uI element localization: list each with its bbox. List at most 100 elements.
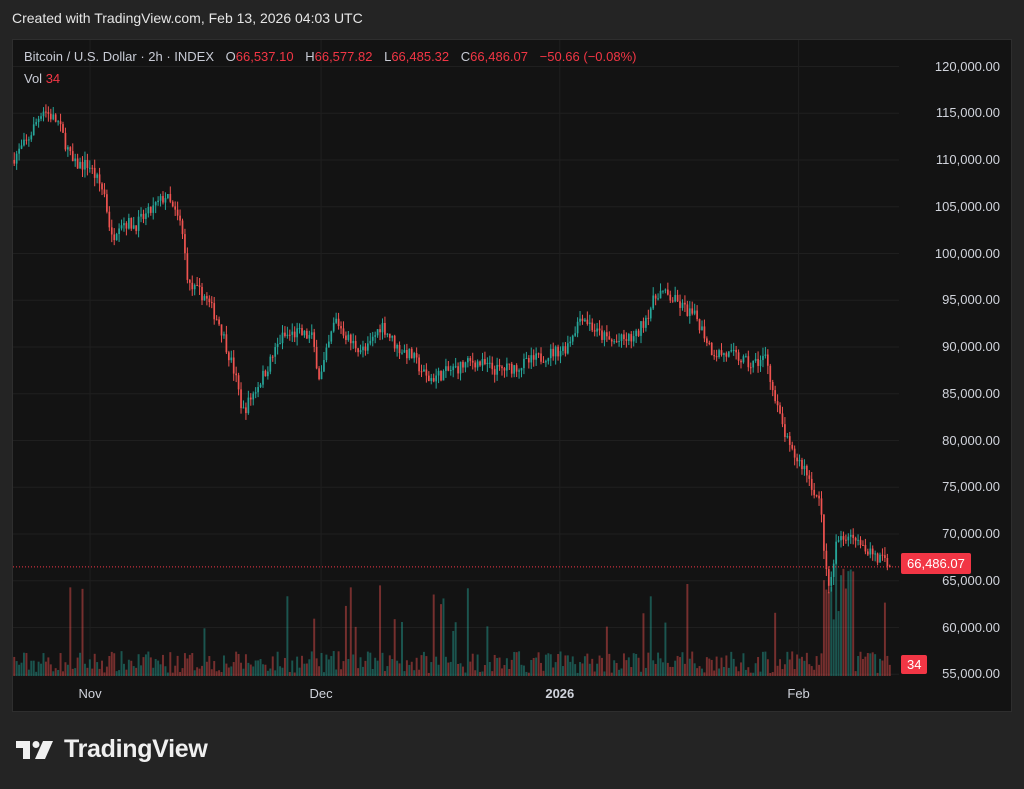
volume-bar: [505, 658, 508, 676]
candle-body: [501, 366, 503, 369]
volume-bar: [391, 659, 394, 676]
volume-bar: [369, 652, 372, 676]
volume-bar: [781, 669, 784, 676]
symbol-label[interactable]: Bitcoin / U.S. Dollar · 2h · INDEX: [24, 49, 214, 64]
volume-bar: [127, 659, 130, 676]
candle-body: [730, 350, 733, 352]
volume-bar: [552, 667, 555, 676]
volume-bar: [783, 664, 786, 676]
volume-bar: [883, 602, 886, 676]
candle-body: [627, 334, 630, 341]
volume-label[interactable]: Vol: [24, 71, 43, 86]
volume-bar: [225, 663, 228, 676]
candle-body: [15, 153, 18, 164]
candlestick-chart[interactable]: [13, 40, 1011, 711]
chart-panel[interactable]: Bitcoin / U.S. Dollar · 2h · INDEX O66,5…: [12, 39, 1012, 712]
volume-bar: [532, 657, 535, 676]
volume-bar: [486, 626, 489, 676]
volume-bar: [237, 653, 240, 676]
candle-body: [545, 361, 547, 363]
candle-body: [406, 349, 408, 359]
volume-bar: [257, 660, 260, 676]
volume-bar: [235, 651, 238, 676]
volume-bar: [98, 668, 101, 676]
volume-bar: [183, 653, 186, 676]
candle-body: [652, 295, 655, 309]
volume-bar: [396, 660, 399, 676]
volume-bar: [708, 658, 711, 676]
candle-body: [142, 213, 145, 219]
volume-bar: [605, 626, 608, 676]
candle-body: [230, 357, 233, 361]
volume-bar: [135, 667, 138, 676]
volume-bar: [40, 663, 43, 676]
volume-bar: [779, 659, 782, 676]
candle-body: [208, 298, 211, 303]
volume-bar: [386, 666, 389, 676]
volume-bar: [881, 660, 884, 676]
candle-body: [267, 371, 269, 377]
volume-bar: [879, 658, 882, 676]
candle-body: [827, 569, 830, 586]
candle-body: [825, 550, 828, 570]
volume-bar: [864, 656, 867, 676]
volume-bar: [654, 663, 657, 676]
candle-body: [325, 347, 328, 361]
volume-bar: [144, 654, 147, 676]
volume-bar: [20, 662, 23, 676]
volume-bar: [698, 666, 701, 676]
candle-body: [352, 341, 355, 344]
volume-bar: [35, 671, 38, 676]
candle-body: [86, 159, 89, 168]
volume-bar: [725, 655, 728, 676]
candle-body: [427, 375, 430, 382]
volume-bar: [188, 654, 191, 676]
volume-bar: [640, 671, 642, 676]
volume-bar: [818, 664, 821, 676]
candle-body: [308, 335, 311, 339]
volume-bar: [481, 671, 484, 676]
volume-bar: [530, 659, 533, 676]
candle-body: [718, 350, 720, 357]
volume-bar: [208, 656, 211, 676]
candle-body: [618, 341, 620, 343]
volume-bar: [888, 664, 891, 676]
candle-body: [45, 111, 47, 113]
candle-body: [871, 548, 874, 555]
price-tick-label: 65,000.00: [942, 572, 1000, 588]
candle-body: [401, 352, 403, 354]
volume-bar: [835, 549, 838, 676]
volume-bar: [371, 668, 374, 676]
volume-bar: [398, 663, 401, 676]
volume-bar: [54, 668, 57, 676]
candle-body: [569, 341, 572, 344]
volume-bar: [410, 661, 413, 676]
candle-body: [610, 339, 613, 342]
candle-body: [593, 330, 596, 332]
volume-bar: [566, 655, 569, 676]
candle-body: [227, 352, 230, 361]
volume-bar: [652, 660, 655, 676]
price-tick-label: 95,000.00: [942, 292, 1000, 308]
candle-body: [379, 329, 381, 333]
candle-body: [642, 321, 645, 328]
volume-bar: [513, 651, 516, 676]
volume-bar: [422, 651, 425, 676]
candle-body: [281, 332, 284, 344]
candle-body: [786, 436, 789, 438]
volume-bar: [759, 671, 762, 676]
volume-bar: [540, 662, 542, 676]
candle-body: [832, 563, 835, 577]
candle-body: [788, 436, 791, 445]
candle-body: [30, 135, 33, 140]
candle-body: [725, 353, 728, 357]
candle-body: [49, 113, 52, 120]
candle-body: [232, 357, 235, 374]
volume-bar: [242, 668, 245, 676]
volume-bar: [291, 660, 294, 676]
volume-bar: [149, 657, 152, 676]
volume-bar: [320, 652, 323, 676]
candle-body: [523, 358, 525, 369]
candle-body: [303, 330, 306, 336]
volume-bar: [32, 660, 35, 676]
